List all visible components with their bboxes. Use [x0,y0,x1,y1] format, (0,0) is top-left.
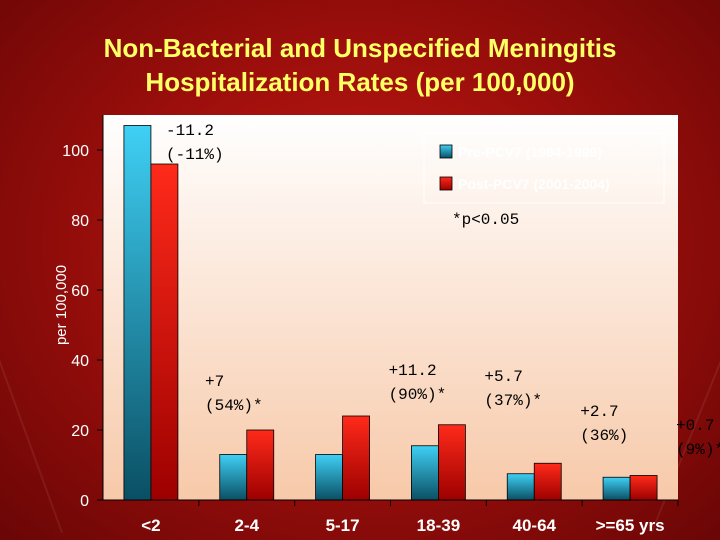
plot-area [103,115,678,500]
chart-title-line-2: Hospitalization Rates (per 100,000) [145,67,574,97]
bar-post-0 [150,163,179,501]
annotation-5-line-1: (9%)* [676,441,720,459]
y-tick-label: 20 [71,423,89,440]
annotation-2-line-1: (90%)* [389,386,447,404]
annotation-0-line-1: (-11%) [166,146,224,164]
y-axis-label: per 100,000 [53,265,70,345]
bars [123,125,658,501]
y-tick-label: 100 [62,143,89,160]
annotation-3-line-0: +5.7 [484,368,522,386]
annotation-5-line-0: +0.7 [676,417,714,435]
y-tick-label: 40 [71,353,89,370]
x-tick-label: 40-64 [513,516,557,535]
annotation-3-line-1: (37%)* [484,392,542,410]
bar-pre-4 [506,473,535,501]
annotation-2-line-0: +11.2 [389,362,437,380]
legend-label-post: Post-PCV7 (2001-2004) [458,176,610,192]
bar-post-5 [629,475,658,501]
annotation-0-line-0: -11.2 [166,122,214,140]
bar-post-4 [533,462,562,501]
x-tick-label: >=65 yrs [596,516,665,535]
annotation-1-line-1: (54%)* [205,397,263,415]
annotation-4-line-1: (36%) [580,427,628,445]
y-tick-label: 0 [80,493,89,510]
bar-post-2 [342,415,370,501]
annotations: -11.2 (-11%) +7 (54%)* +11.2 (90%)* +5.7 (37%)*… [166,122,720,459]
chart-title-line-1: Non-Bacterial and Unspecified Meningitis [104,33,617,63]
y-tick-label: 80 [71,213,89,230]
legend-label-pre: Pre-PCV7 (1994-1999) [458,144,602,160]
y-tick-label: 60 [71,283,89,300]
legend-box [423,132,665,204]
bar-pre-1 [219,454,248,501]
y-axis-ticks: 0 20 40 60 80 100 [62,143,103,510]
legend: Pre-PCV7 (1994-1999) Post-PCV7 (2001-200… [423,132,665,204]
annotation-1-line-0: +7 [205,373,224,391]
bar-post-1 [246,429,275,501]
bar-pre-3 [411,445,439,501]
annotation-4-line-0: +2.7 [580,403,618,421]
x-tick-label: 5-17 [326,516,360,535]
bar-pre-2 [315,454,343,501]
legend-swatch-pre [439,144,453,159]
x-tick-label: 2-4 [234,516,259,535]
bar-pre-0 [123,125,152,501]
x-axis-labels: <2 2-4 5-17 18-39 40-64 >=65 yrs [141,500,679,535]
x-tick-label: 18-39 [417,516,460,535]
x-tick-label: <2 [141,516,160,535]
bar-pre-5 [602,476,631,501]
legend-swatch-post [439,176,453,191]
bar-post-3 [438,424,466,501]
footnote: *p<0.05 [452,211,519,229]
